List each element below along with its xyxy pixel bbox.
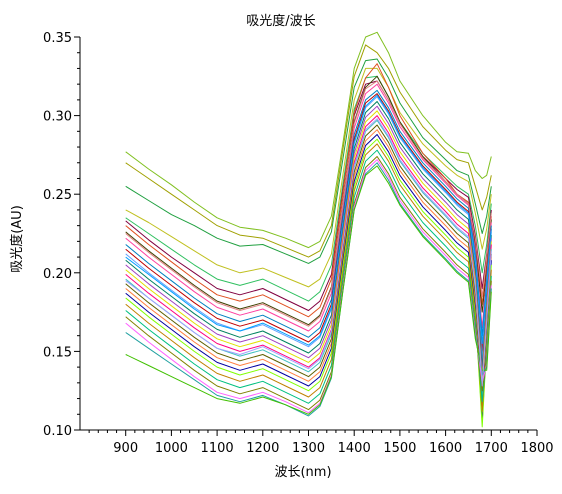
y-ticks: 0.10 0.15 0.20 0.25 0.30 0.35 [43,31,80,439]
series-group [125,31,492,428]
series-line-2 [125,44,492,258]
series-line-21 [125,138,492,428]
series-line-24 [125,156,492,411]
series-line-12 [125,96,492,360]
series-line-27 [125,165,492,415]
y-tick-label: 0.25 [43,188,72,203]
series-line-14 [125,105,492,376]
series-line-15 [125,110,492,384]
series-line-19 [125,129,492,415]
x-axis-label: 波长(nm) [274,465,331,480]
y-tick-label: 0.20 [43,267,72,282]
x-tick-label: 1700 [475,441,508,456]
x-ticks: 900 1000 1100 1200 1300 1400 1500 1600 1700 1800 [88,430,554,456]
series-line-11 [125,93,492,352]
x-tick-label: 1500 [383,441,416,456]
series-line-25 [125,159,492,414]
series-line-23 [125,149,492,404]
y-tick-label: 0.35 [43,31,72,46]
y-tick-label: 0.15 [43,345,72,360]
series-line-3 [125,58,492,264]
x-tick-label: 1300 [292,441,325,456]
x-tick-label: 1400 [338,441,371,456]
series-line-28 [125,80,492,327]
y-tick-label: 0.10 [43,424,72,439]
y-axis-label: 吸光度(AU) [9,205,25,273]
chart-title: 吸光度/波长 [246,13,315,29]
series-line-18 [125,124,492,407]
series-line-20 [125,134,492,423]
series-line-10 [125,89,492,338]
series-line-5 [125,75,492,302]
series-line-22 [125,143,492,412]
series-line-13 [125,101,492,368]
x-tick-label: 1200 [246,441,279,456]
series-line-4 [125,67,492,288]
x-tick-label: 1000 [155,441,188,456]
series-line-30 [125,118,492,387]
x-tick-label: 1600 [429,441,462,456]
series-line-29 [125,94,492,346]
series-line-7 [125,63,492,318]
series-line-17 [125,119,492,400]
x-tick-label: 1100 [201,441,234,456]
series-line-16 [125,115,492,392]
x-tick-label: 900 [113,441,138,456]
series-line-9 [125,83,492,332]
y-tick-label: 0.30 [43,110,72,125]
x-tick-label: 1800 [520,441,553,456]
series-line-1 [125,31,492,249]
